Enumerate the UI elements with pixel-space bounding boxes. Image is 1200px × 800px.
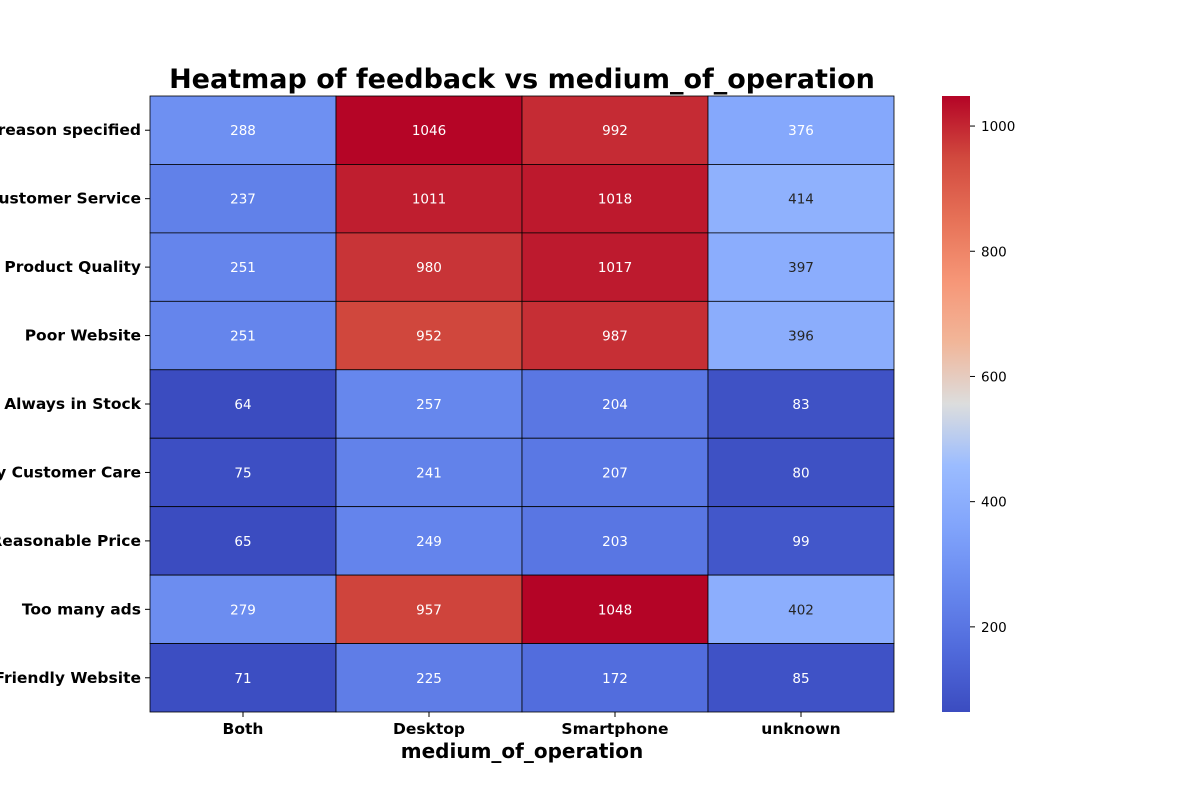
row-tick-label: Too many ads <box>22 600 141 618</box>
heatmap-cell <box>335 95 523 165</box>
heatmap-cell <box>521 300 709 371</box>
cell-value-label: 83 <box>792 397 809 413</box>
colorbar-gradient <box>942 96 970 712</box>
heatmap-cell <box>707 95 895 165</box>
heatmap-cell <box>335 300 523 371</box>
cell-value-label: 203 <box>602 534 628 550</box>
heatmap-cell <box>335 164 523 234</box>
heatmap-cell <box>521 95 709 165</box>
heatmap-cell <box>149 95 337 165</box>
heatmap-cell <box>521 437 709 508</box>
heatmap-cell <box>335 437 523 508</box>
colorbar-tick-label: 400 <box>981 495 1007 511</box>
cell-value-label: 957 <box>416 602 442 618</box>
cell-value-label: 237 <box>230 192 256 208</box>
x-axis-label: medium_of_operation <box>401 739 643 763</box>
cell-value-label: 172 <box>602 671 628 687</box>
heatmap-cell <box>149 506 337 576</box>
heatmap-cell <box>707 506 895 576</box>
heatmap-cell <box>707 164 895 234</box>
cell-value-label: 1017 <box>598 260 632 276</box>
cell-value-label: 279 <box>230 602 256 618</box>
row-labels: No reason specified Poor Customer Service… <box>0 121 150 687</box>
cell-value-label: 288 <box>230 123 256 139</box>
cell-value-label: 75 <box>234 465 251 481</box>
heatmap-cells: 288 1046 992 376 237 1011 1018 414 251 980 1017 397… <box>149 95 895 713</box>
cell-value-label: 987 <box>602 329 628 345</box>
heatmap-cell <box>335 232 523 302</box>
cell-value-label: 207 <box>602 465 628 481</box>
cell-value-label: 1018 <box>598 192 632 208</box>
column-tick-label: Both <box>223 720 264 738</box>
cell-value-label: 1048 <box>598 602 632 618</box>
cell-value-label: 85 <box>792 671 809 687</box>
chart-title: Heatmap of feedback vs medium_of_operati… <box>169 64 875 95</box>
cell-value-label: 251 <box>230 329 256 345</box>
row-tick-label: Always in Stock <box>4 395 141 413</box>
row-tick-label: User Friendly Website <box>0 669 141 687</box>
heatmap-cell <box>149 300 337 371</box>
cell-value-label: 99 <box>792 534 809 550</box>
cell-value-label: 64 <box>234 397 251 413</box>
cell-value-label: 992 <box>602 123 628 139</box>
cell-value-label: 396 <box>788 329 814 345</box>
heatmap-cell <box>335 369 523 439</box>
cell-value-label: 80 <box>792 465 809 481</box>
heatmap-cell <box>707 232 895 302</box>
colorbar: 200 400 600 800 1000 <box>942 96 1015 712</box>
column-tick-label: Desktop <box>393 720 465 738</box>
heatmap-cell <box>149 437 337 508</box>
cell-value-label: 397 <box>788 260 814 276</box>
colorbar-tick-label: 1000 <box>981 119 1015 135</box>
column-labels: Both Desktop Smartphone unknown <box>223 712 841 738</box>
cell-value-label: 204 <box>602 397 628 413</box>
cell-value-label: 952 <box>416 329 442 345</box>
heatmap-cell <box>149 164 337 234</box>
cell-value-label: 241 <box>416 465 442 481</box>
row-tick-label: No reason specified <box>0 121 141 139</box>
heatmap-cell <box>521 369 709 439</box>
cell-value-label: 257 <box>416 397 442 413</box>
heatmap-cell <box>707 643 895 713</box>
cell-value-label: 1011 <box>412 192 446 208</box>
cell-value-label: 414 <box>788 192 814 208</box>
colorbar-tick-label: 200 <box>981 620 1007 636</box>
column-tick-label: Smartphone <box>561 720 668 738</box>
colorbar-tick-label: 800 <box>981 244 1007 260</box>
heatmap-cell <box>521 506 709 576</box>
cell-value-label: 249 <box>416 534 442 550</box>
cell-value-label: 376 <box>788 123 814 139</box>
row-tick-label: Quality Customer Care <box>0 463 141 481</box>
colorbar-tick-label: 600 <box>981 369 1007 385</box>
row-tick-label: Reasonable Price <box>0 532 141 550</box>
cell-value-label: 65 <box>234 534 251 550</box>
cell-value-label: 225 <box>416 671 442 687</box>
heatmap-cell <box>521 574 709 644</box>
cell-value-label: 251 <box>230 260 256 276</box>
cell-value-label: 71 <box>234 671 251 687</box>
row-tick-label: Poor Customer Service <box>0 190 141 208</box>
column-tick-label: unknown <box>761 720 840 738</box>
row-tick-label: Poor Product Quality <box>0 258 141 276</box>
cell-value-label: 980 <box>416 260 442 276</box>
row-tick-label: Poor Website <box>25 327 141 345</box>
heatmap-cell <box>707 369 895 439</box>
heatmap-cell <box>149 574 337 644</box>
cell-value-label: 1046 <box>412 123 446 139</box>
heatmap-cell <box>521 643 709 713</box>
heatmap-cell <box>707 300 895 371</box>
heatmap-cell <box>149 369 337 439</box>
cell-value-label: 402 <box>788 602 814 618</box>
heatmap-cell <box>707 437 895 508</box>
